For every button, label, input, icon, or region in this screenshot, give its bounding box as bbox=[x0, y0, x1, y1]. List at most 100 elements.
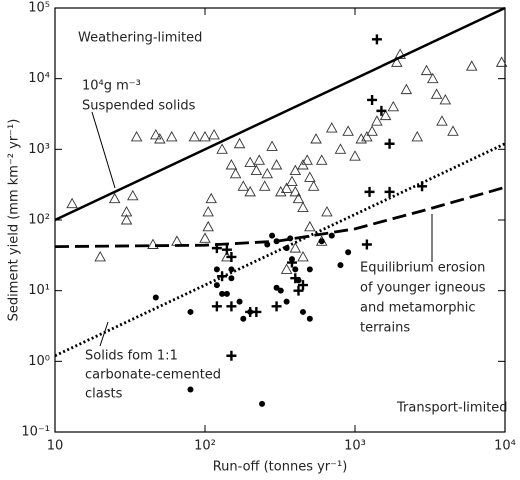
triangle-point bbox=[297, 251, 309, 262]
dot-point bbox=[345, 249, 352, 256]
triangle-point bbox=[391, 56, 403, 67]
triangle-point bbox=[205, 192, 217, 204]
triangle-point bbox=[199, 130, 211, 142]
dot-point bbox=[292, 266, 299, 273]
y-tick-label: 10⁰ bbox=[28, 354, 50, 369]
annotation: Weathering-limited bbox=[78, 31, 202, 46]
triangle-point bbox=[289, 242, 302, 253]
y-tick-label: 10⁴ bbox=[28, 71, 50, 86]
triangle-point bbox=[361, 130, 373, 142]
triangle-point bbox=[253, 154, 266, 165]
triangle-point bbox=[120, 206, 133, 217]
triangle-point bbox=[304, 171, 316, 182]
y-axis-label: Sediment yield (mm km⁻² yr⁻¹) bbox=[7, 119, 22, 322]
triangle-point bbox=[94, 251, 106, 262]
plus-point bbox=[371, 34, 382, 45]
annotation: Solids fom 1:1 bbox=[85, 349, 178, 364]
dot-point bbox=[295, 277, 302, 284]
annotation: Transport-limited bbox=[396, 401, 508, 416]
plus-point bbox=[271, 301, 282, 312]
triangle-point bbox=[400, 83, 413, 95]
triangle-point bbox=[289, 164, 302, 176]
triangle-point bbox=[216, 143, 228, 154]
dot-point bbox=[273, 284, 280, 291]
triangle-point bbox=[233, 137, 246, 149]
triangle-point bbox=[411, 130, 424, 142]
dot-point bbox=[187, 386, 194, 393]
dot-point bbox=[187, 308, 194, 315]
plus-point bbox=[367, 94, 378, 105]
dot-point bbox=[259, 400, 266, 407]
triangle-point bbox=[270, 159, 283, 170]
triangle-point bbox=[325, 122, 338, 133]
triangle-point bbox=[202, 220, 214, 232]
leader-line bbox=[99, 321, 109, 347]
triangle-point bbox=[342, 125, 354, 136]
triangle-point bbox=[289, 185, 302, 197]
dot-point bbox=[219, 290, 226, 297]
x-tick-label: 10² bbox=[194, 439, 216, 454]
solid-line bbox=[54, 6, 506, 222]
triangle-point bbox=[349, 150, 361, 161]
plus-point bbox=[384, 186, 395, 197]
triangle-point bbox=[495, 56, 508, 67]
annotation: of younger igneous bbox=[360, 281, 486, 296]
triangle-point bbox=[447, 125, 459, 136]
dot-point bbox=[213, 266, 220, 273]
annotation: clasts bbox=[85, 387, 123, 402]
dot-point bbox=[228, 266, 235, 273]
dot-point bbox=[277, 287, 284, 294]
triangle-point bbox=[315, 154, 328, 165]
triangle-point bbox=[334, 143, 347, 154]
triangle-point bbox=[439, 94, 452, 105]
triangle-point bbox=[229, 167, 242, 179]
triangle-point bbox=[307, 180, 320, 191]
dot-point bbox=[288, 256, 295, 263]
annotation: Equilibrium erosion bbox=[360, 261, 485, 276]
dot-point bbox=[247, 308, 254, 315]
triangle-point bbox=[427, 72, 439, 84]
plus-point bbox=[293, 285, 304, 296]
plus-point bbox=[364, 186, 375, 197]
dot-point bbox=[306, 315, 313, 322]
triangle-point bbox=[258, 180, 271, 191]
dot-point bbox=[337, 262, 344, 269]
dot-point bbox=[152, 294, 159, 301]
y-tick-label: 10⁵ bbox=[28, 1, 50, 16]
triangle-point bbox=[387, 100, 400, 112]
triangle-point bbox=[280, 182, 293, 193]
triangle-point bbox=[436, 115, 448, 126]
triangle-point bbox=[199, 232, 211, 243]
triangle-point bbox=[154, 133, 166, 144]
annotation: terrains bbox=[360, 321, 410, 336]
plus-point bbox=[226, 301, 237, 312]
triangle-point bbox=[286, 175, 298, 187]
y-tick-label: 10² bbox=[28, 213, 50, 228]
triangle-point bbox=[150, 128, 162, 140]
plus-point bbox=[211, 301, 222, 312]
triangle-point bbox=[171, 235, 183, 246]
plus-point bbox=[376, 105, 387, 116]
triangle-point bbox=[366, 125, 378, 136]
triangle-point bbox=[321, 206, 333, 217]
triangle-point bbox=[130, 130, 143, 142]
triangle-point bbox=[280, 263, 293, 274]
annotation: 10⁴g m⁻³ bbox=[82, 79, 141, 94]
triangle-point bbox=[188, 130, 201, 142]
triangle-point bbox=[244, 185, 256, 197]
triangle-point bbox=[379, 109, 392, 121]
triangle-point bbox=[420, 64, 433, 76]
triangle-point bbox=[301, 154, 313, 165]
triangle-point bbox=[310, 133, 322, 144]
dotted-line bbox=[54, 142, 506, 358]
triangle-point bbox=[244, 156, 256, 168]
triangle-point bbox=[304, 220, 316, 232]
x-axis-label: Run-off (tonnes yr⁻¹) bbox=[213, 460, 348, 475]
dot-point bbox=[318, 238, 325, 245]
dot-point bbox=[328, 232, 335, 239]
x-tick-label: 10³ bbox=[344, 439, 366, 454]
dot-point bbox=[236, 298, 243, 305]
triangle-point bbox=[261, 167, 274, 179]
